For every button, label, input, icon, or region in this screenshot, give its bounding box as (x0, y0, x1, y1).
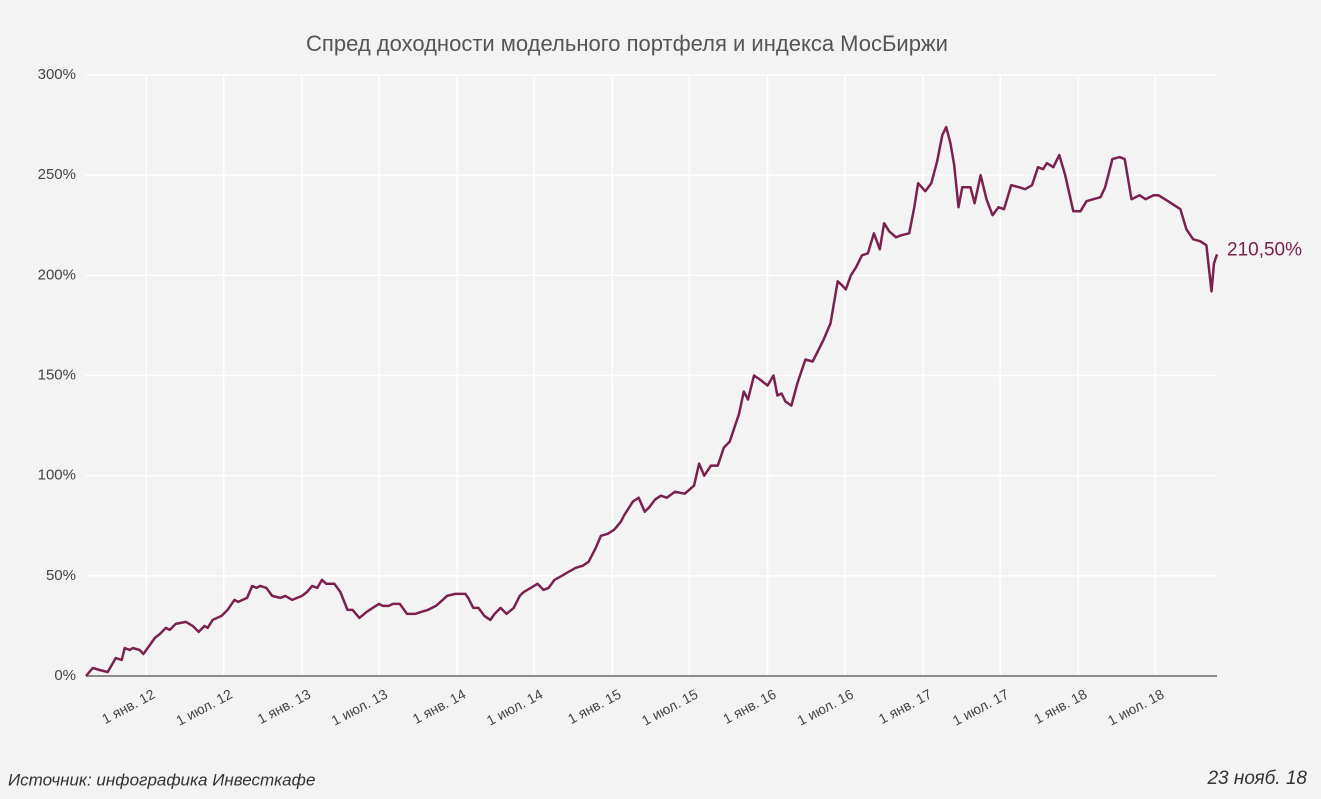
y-tick-label: 200% (38, 266, 76, 283)
chart-title: Спред доходности модельного портфеля и и… (306, 31, 948, 56)
y-tick-label: 250% (38, 166, 76, 183)
y-tick-label: 150% (38, 366, 76, 383)
source: Источник: инфографика Инвесткафе (8, 770, 316, 789)
y-tick-label: 0% (54, 667, 76, 684)
y-tick-label: 300% (38, 66, 76, 83)
date-label: 23 нояб. 18 (1206, 768, 1307, 789)
data-line (85, 125, 1219, 677)
y-tick-label: 50% (46, 567, 76, 584)
y-tick-label: 100% (38, 467, 76, 484)
end-label: 210,50% (1227, 239, 1302, 260)
